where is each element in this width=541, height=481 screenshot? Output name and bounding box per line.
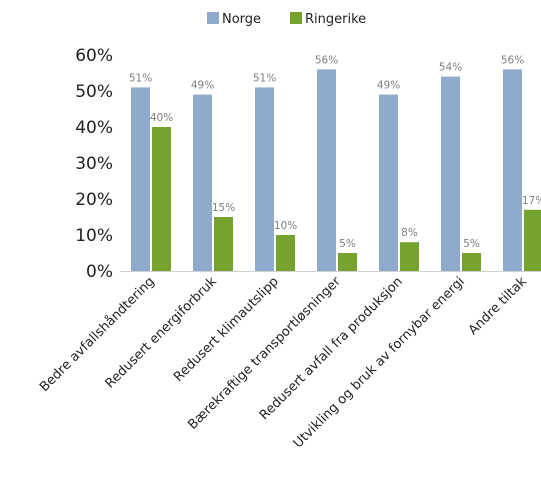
y-tick-label: 20% <box>75 190 113 210</box>
data-label-ringerike: 15% <box>212 202 235 214</box>
bar-norge <box>131 87 150 272</box>
bar-ringerike <box>400 242 419 271</box>
y-axis: 0% 10% 20% 30% 40% 50% 60% <box>75 46 113 282</box>
legend-label-norge: Norge <box>222 12 261 27</box>
bar-norge <box>379 94 398 271</box>
x-tick-label: Bedre avfallshåndtering <box>37 274 158 395</box>
bars <box>131 69 541 272</box>
y-tick-label: 40% <box>75 118 113 138</box>
legend-label-ringerike: Ringerike <box>305 12 366 27</box>
data-label-ringerike: 40% <box>150 112 173 124</box>
bar-ringerike <box>152 127 171 271</box>
data-label-norge: 49% <box>191 80 214 92</box>
data-label-norge: 49% <box>377 80 400 92</box>
bar-ringerike <box>276 235 295 271</box>
data-label-ringerike: 8% <box>401 227 418 239</box>
x-tick-label: Redusert energiforbruk <box>103 274 221 392</box>
y-tick-label: 30% <box>75 154 113 174</box>
bar-ringerike <box>462 253 481 271</box>
y-tick-label: 10% <box>75 226 113 246</box>
bar-norge <box>441 76 460 271</box>
data-label-ringerike: 17% <box>522 195 541 207</box>
data-label-norge: 51% <box>253 72 276 84</box>
data-label-norge: 56% <box>315 54 338 66</box>
bar-norge <box>255 87 274 272</box>
y-tick-label: 0% <box>86 262 113 282</box>
bar-ringerike <box>338 253 357 271</box>
legend-swatch-ringerike <box>290 12 302 24</box>
legend: Norge Ringerike <box>207 12 366 27</box>
bar-ringerike <box>214 217 233 271</box>
data-label-norge: 51% <box>129 72 152 84</box>
y-tick-label: 50% <box>75 82 113 102</box>
legend-swatch-norge <box>207 12 219 24</box>
data-labels: 51% 40% 49% 15% 51% 10% 56% 5% 49% 8% 54% 5% 56% 17% <box>129 54 541 250</box>
x-tick-label: Andre tiltak <box>466 274 530 338</box>
y-tick-label: 60% <box>75 46 113 66</box>
bar-norge <box>317 69 336 272</box>
bar-ringerike <box>524 209 541 271</box>
bar-norge <box>503 69 522 272</box>
x-tick-label: Redusert klimautslipp <box>171 274 282 385</box>
data-label-norge: 54% <box>439 62 462 74</box>
data-label-ringerike: 5% <box>339 238 356 250</box>
bar-norge <box>193 94 212 271</box>
data-label-norge: 56% <box>501 54 524 66</box>
data-label-ringerike: 10% <box>274 220 297 232</box>
data-label-ringerike: 5% <box>463 238 480 250</box>
